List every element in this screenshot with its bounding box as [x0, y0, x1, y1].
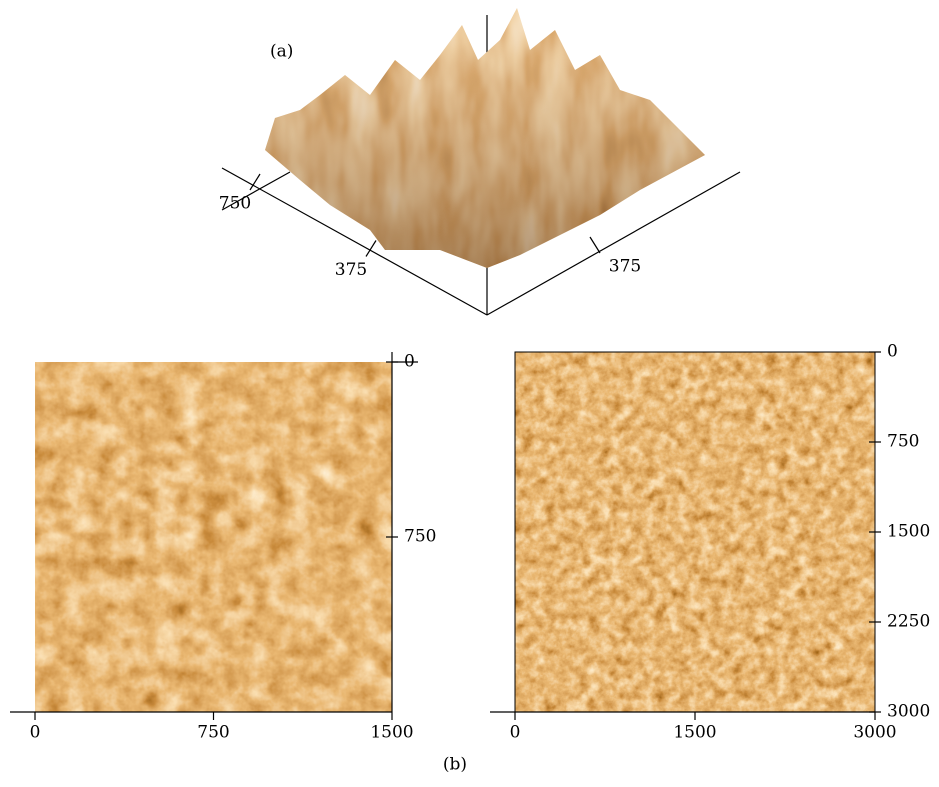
tick-label: 375: [609, 257, 641, 277]
tick-mark: [590, 237, 600, 253]
y-tick-label: 2250: [887, 612, 930, 632]
y-tick-label: 750: [404, 527, 436, 547]
x-tick-label: 1500: [370, 723, 413, 743]
panel-label: (a): [270, 42, 293, 62]
y-tick-label: 0: [404, 352, 415, 372]
surface-3d: [260, 0, 710, 275]
figure: (a) (b) 375 750 375 0 750 1500 0 750 0 1500 3000 0 7…: [0, 0, 939, 783]
afm-image: [35, 362, 392, 712]
y-tick-label: 3000: [887, 702, 930, 722]
x-tick-label: 1500: [673, 723, 716, 743]
afm-image: [515, 352, 875, 712]
tick-label: 375: [335, 260, 367, 280]
y-tick-label: 750: [887, 432, 919, 452]
y-tick-label: 0: [887, 342, 898, 362]
tick-label: 750: [219, 194, 251, 214]
x-tick-label: 3000: [853, 723, 896, 743]
x-tick-label: 0: [30, 723, 41, 743]
x-tick-label: 0: [510, 723, 521, 743]
y-tick-label: 1500: [887, 522, 930, 542]
panel-label: (b): [443, 755, 467, 775]
x-tick-label: 750: [197, 723, 229, 743]
